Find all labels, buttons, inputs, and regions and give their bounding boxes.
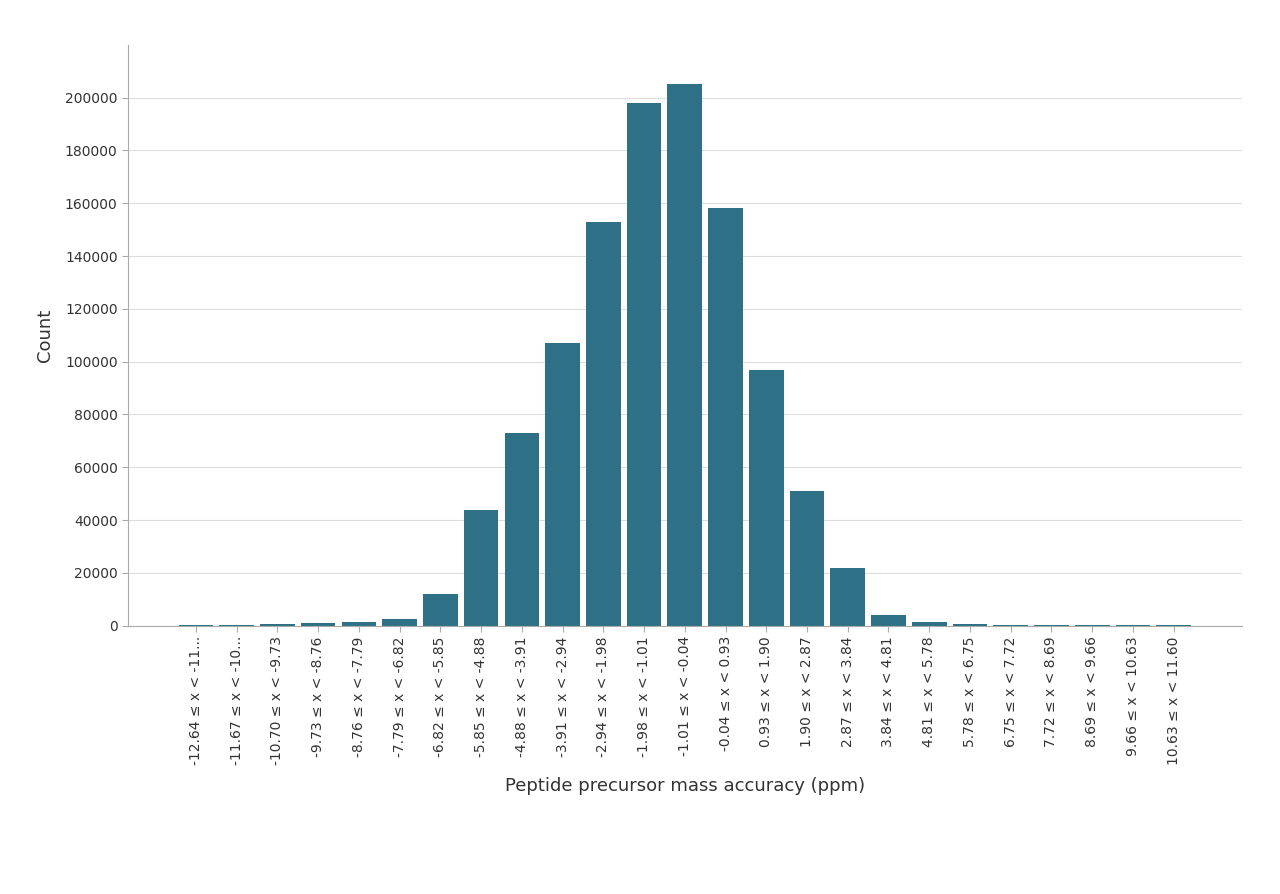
Bar <box>342 622 376 626</box>
Bar <box>708 208 742 626</box>
X-axis label: Peptide precursor mass accuracy (ppm): Peptide precursor mass accuracy (ppm) <box>504 777 865 795</box>
Bar <box>831 568 865 626</box>
Bar <box>790 491 824 626</box>
Bar <box>627 103 662 626</box>
Bar <box>424 595 458 626</box>
Y-axis label: Count: Count <box>36 308 54 362</box>
Bar <box>993 625 1028 626</box>
Bar <box>749 369 783 626</box>
Bar <box>872 615 906 626</box>
Bar <box>219 625 253 626</box>
Bar <box>383 620 417 626</box>
Bar <box>260 624 294 626</box>
Bar <box>301 623 335 626</box>
Bar <box>586 222 621 626</box>
Bar <box>667 84 703 626</box>
Bar <box>911 622 946 626</box>
Bar <box>463 510 498 626</box>
Bar <box>545 343 580 626</box>
Bar <box>504 433 539 626</box>
Bar <box>952 624 987 626</box>
